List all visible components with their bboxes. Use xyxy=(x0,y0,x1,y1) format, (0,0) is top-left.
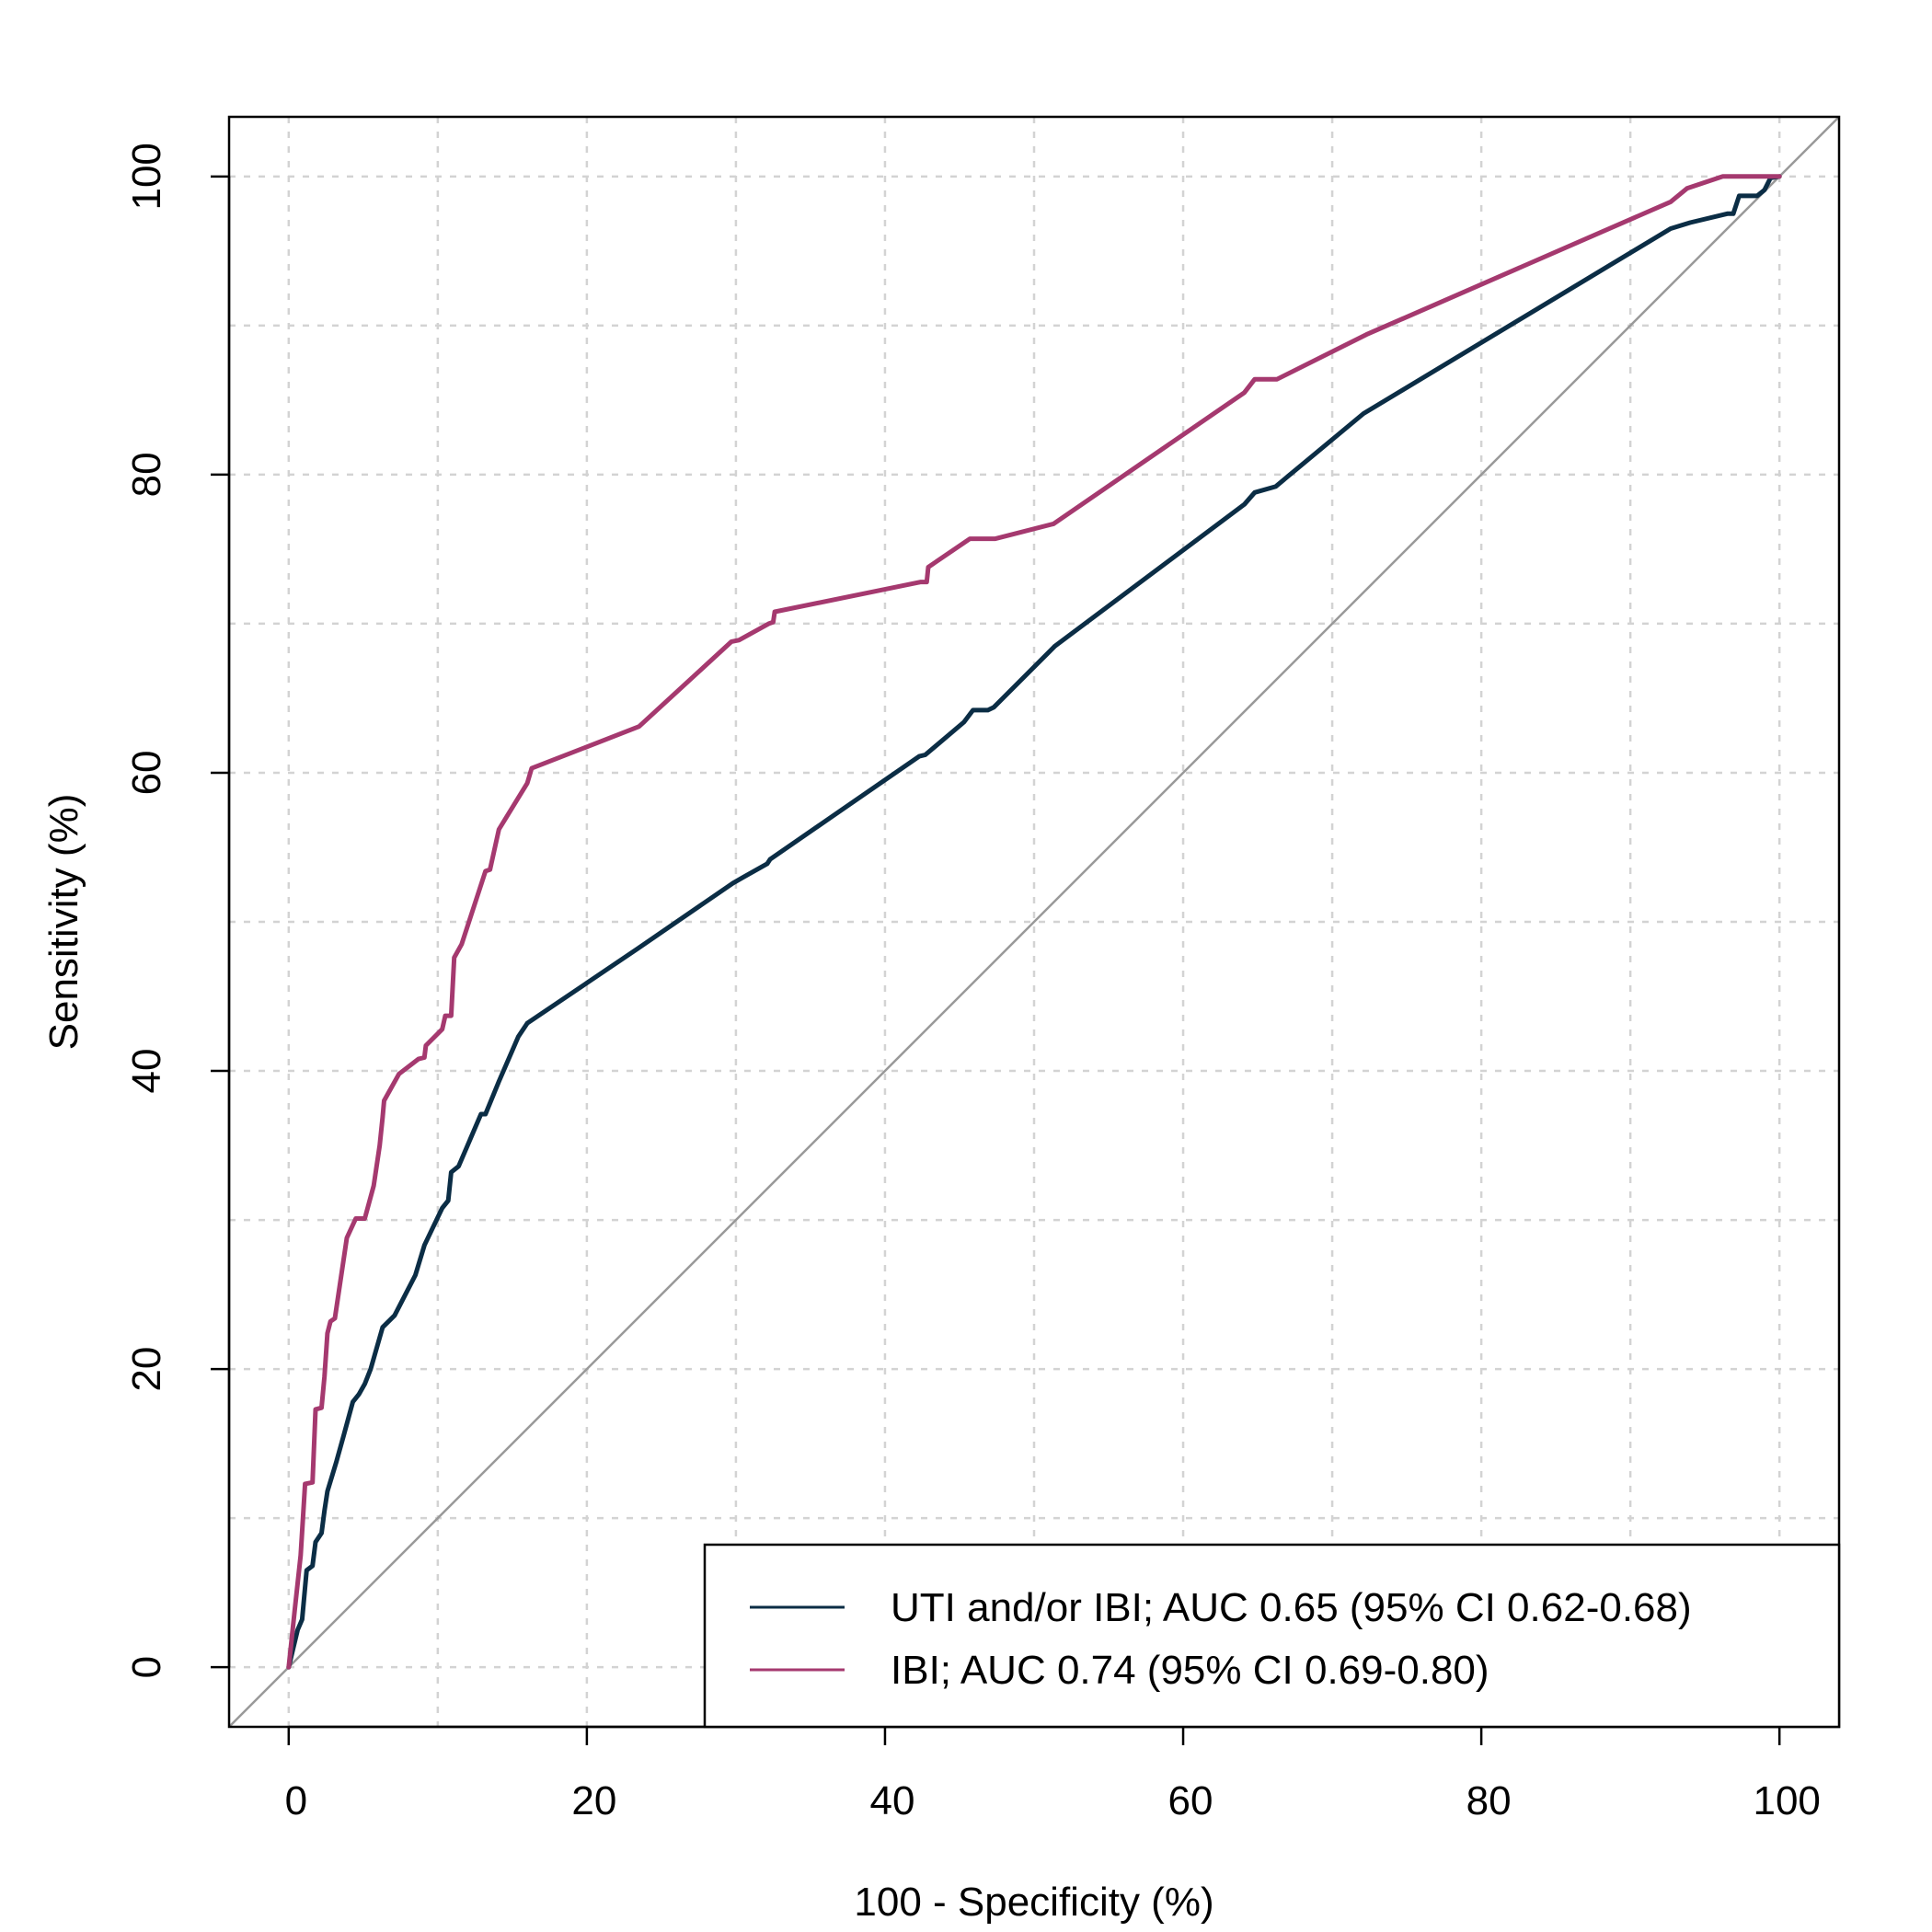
reference-line xyxy=(228,116,1840,1728)
legend-label-2: IBI; AUC 0.74 (95% CI 0.69-0.80) xyxy=(891,1648,1489,1693)
legend-label-1: UTI and/or IBI; AUC 0.65 (95% CI 0.62-0.… xyxy=(891,1585,1692,1630)
y-tick-label: 20 xyxy=(124,1347,169,1392)
x-tick-label: 20 xyxy=(571,1778,616,1823)
reference-diagonal xyxy=(228,116,1840,1728)
x-tick-label: 80 xyxy=(1466,1778,1512,1823)
x-tick-label: 60 xyxy=(1168,1778,1213,1823)
y-tick-label: 40 xyxy=(124,1049,169,1094)
x-tick-label: 40 xyxy=(869,1778,914,1823)
legend: UTI and/or IBI; AUC 0.65 (95% CI 0.62-0.… xyxy=(703,1543,1841,1729)
legend-box xyxy=(703,1543,1841,1729)
y-tick-label: 0 xyxy=(124,1656,169,1678)
series-line-1 xyxy=(286,174,1782,1670)
axes: 0 20 40 60 80 100 0 20 40 60 80 100 xyxy=(124,115,1841,1823)
y-tick-label: 60 xyxy=(124,750,169,795)
y-axis-title: Sensitivity (%) xyxy=(41,794,86,1051)
grid-lines xyxy=(229,117,1839,1727)
x-tick-label: 0 xyxy=(285,1778,307,1823)
y-tick-label: 100 xyxy=(124,143,169,210)
x-tick-label: 100 xyxy=(1753,1778,1820,1823)
x-axis-title: 100 - Specificity (%) xyxy=(854,1880,1213,1925)
series-layer xyxy=(286,174,1782,1670)
series-line-2 xyxy=(286,174,1782,1670)
y-tick-label: 80 xyxy=(124,452,169,497)
